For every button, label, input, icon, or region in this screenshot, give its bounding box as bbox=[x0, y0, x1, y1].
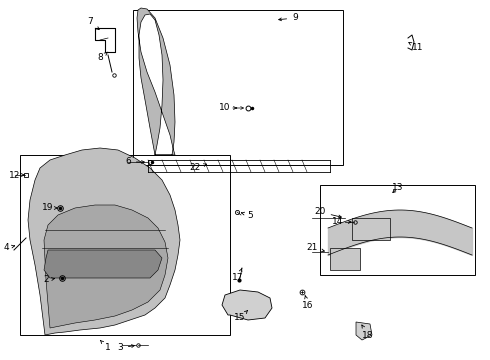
Text: 11: 11 bbox=[409, 42, 424, 53]
Text: 15: 15 bbox=[234, 311, 247, 323]
Text: 4: 4 bbox=[3, 243, 15, 252]
Bar bbox=[20, 155, 230, 335]
Text: 1: 1 bbox=[100, 340, 111, 352]
Text: 8: 8 bbox=[97, 52, 108, 63]
Bar bbox=[330, 248, 360, 270]
Text: 18: 18 bbox=[362, 325, 374, 339]
Text: 13: 13 bbox=[392, 184, 404, 193]
Text: 22: 22 bbox=[189, 163, 207, 172]
Text: 20: 20 bbox=[314, 207, 342, 218]
Bar bbox=[352, 218, 390, 240]
Polygon shape bbox=[356, 322, 372, 340]
Polygon shape bbox=[44, 205, 168, 328]
Bar bbox=[320, 185, 475, 275]
Polygon shape bbox=[137, 8, 175, 155]
Text: 16: 16 bbox=[302, 295, 314, 310]
Text: 9: 9 bbox=[279, 13, 298, 22]
Text: 5: 5 bbox=[242, 211, 253, 220]
Polygon shape bbox=[222, 290, 272, 320]
Text: 19: 19 bbox=[42, 203, 57, 212]
Polygon shape bbox=[28, 148, 180, 335]
Text: 10: 10 bbox=[219, 104, 237, 112]
Text: 21: 21 bbox=[306, 243, 324, 252]
Text: 17: 17 bbox=[232, 268, 244, 283]
Text: 14: 14 bbox=[332, 217, 351, 226]
Text: 6: 6 bbox=[125, 158, 144, 166]
Text: 7: 7 bbox=[87, 18, 99, 30]
Polygon shape bbox=[44, 250, 162, 278]
Text: 12: 12 bbox=[9, 171, 24, 180]
Text: 3: 3 bbox=[117, 343, 134, 352]
Text: 2: 2 bbox=[43, 275, 54, 284]
Bar bbox=[133, 10, 343, 165]
